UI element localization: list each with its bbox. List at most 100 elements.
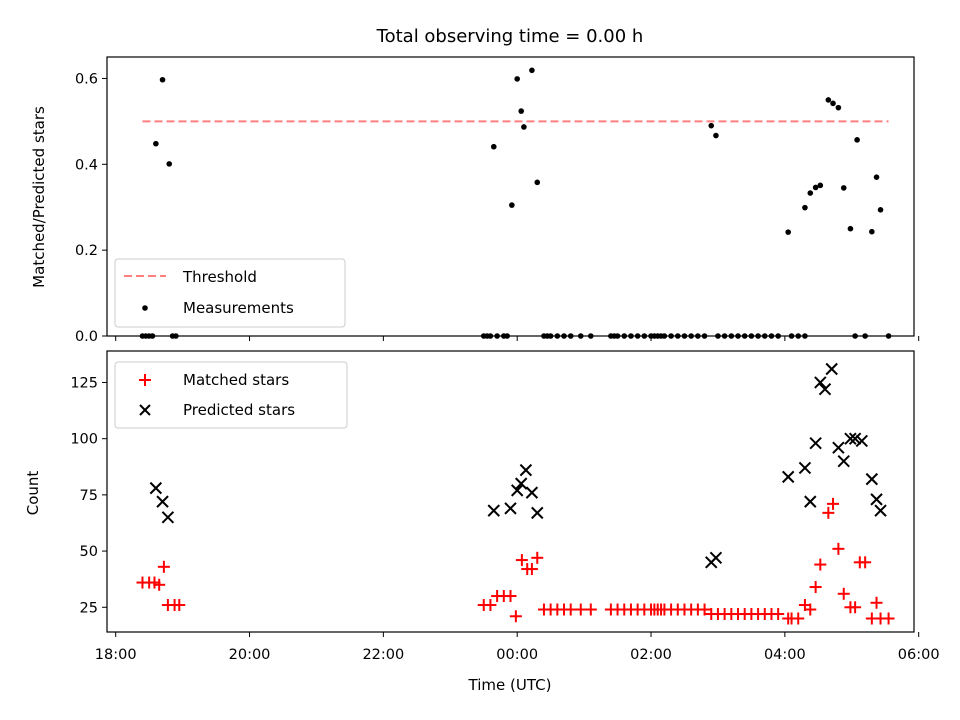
measurement-point xyxy=(554,333,561,339)
predicted-star-point xyxy=(525,486,539,499)
measurement-point xyxy=(487,333,494,339)
measurement-point xyxy=(621,333,628,339)
matched-star-point xyxy=(515,554,528,567)
measurement-point xyxy=(509,202,515,208)
measurement-point xyxy=(708,122,715,129)
measurement-point xyxy=(869,228,875,235)
matched-star-point xyxy=(574,603,587,616)
measurement-point xyxy=(514,76,520,82)
measurement-point xyxy=(713,132,719,139)
matched-star-point xyxy=(870,596,883,609)
bottom-y-ticks: 25 50 75 100 125 xyxy=(70,375,107,616)
top-legend: Threshold Measurements xyxy=(114,258,346,328)
measurement-point xyxy=(785,229,791,235)
matched-star-point xyxy=(827,497,840,510)
measurement-point xyxy=(701,333,708,339)
matched-star-point xyxy=(484,599,497,612)
measurement-point xyxy=(521,124,527,130)
matched-star-point xyxy=(525,563,538,576)
predicted-star-point xyxy=(519,463,533,477)
measurement-point xyxy=(587,333,594,339)
measurement-point xyxy=(830,100,836,107)
measurement-point xyxy=(768,333,775,339)
top-plot-frame xyxy=(106,56,915,337)
legend-matched-swatch xyxy=(139,374,151,386)
measurement-point xyxy=(721,333,728,339)
measurement-point xyxy=(735,333,741,339)
top-y-axis-label: Matched/Predicted stars xyxy=(30,106,48,288)
measurement-point xyxy=(534,179,541,186)
legend-matched-label: Matched stars xyxy=(183,371,289,389)
measurement-point xyxy=(614,333,621,339)
bottom-x-ticks: 18:00 20:00 22:00 00:00 02:00 04:00 06:00 xyxy=(95,632,940,663)
measurement-point xyxy=(885,333,892,339)
matched-star-point xyxy=(882,612,895,625)
measurement-point xyxy=(695,333,701,339)
predicted-star-point xyxy=(781,470,795,484)
bottom-x-tick-label: 00:00 xyxy=(496,647,538,663)
matched-star-point xyxy=(772,608,785,621)
measurement-point xyxy=(153,140,159,147)
predicted-star-point xyxy=(156,495,169,508)
top-y-ticks: 0.0 0.2 0.4 0.6 xyxy=(75,71,107,345)
measurement-point xyxy=(628,333,634,339)
measurement-point xyxy=(807,190,814,196)
measurement-point xyxy=(854,137,860,143)
legend-measurements-swatch xyxy=(142,305,148,311)
bottom-x-tick-label: 22:00 xyxy=(362,647,404,663)
measurement-point xyxy=(748,333,755,339)
predicted-star-point xyxy=(487,504,500,517)
bottom-y-tick-label: 75 xyxy=(80,488,98,504)
measurement-point xyxy=(802,204,808,211)
measurement-point xyxy=(661,333,668,339)
chart-title: Total observing time = 0.00 h xyxy=(376,26,644,47)
predicted-star-point xyxy=(510,484,524,497)
predicted-star-point xyxy=(709,551,723,565)
bottom-y-axis-label: Count xyxy=(24,471,42,516)
measurement-point xyxy=(634,333,641,339)
measurement-point xyxy=(852,333,858,339)
bottom-legend: Matched stars Predicted stars xyxy=(114,361,348,429)
measurement-point xyxy=(529,67,535,74)
matched-star-point xyxy=(849,601,862,614)
measurement-point xyxy=(159,76,166,83)
top-legend-box xyxy=(114,258,346,328)
matched-star-point xyxy=(832,542,845,555)
predicted-star-point xyxy=(818,383,832,396)
predicted-star-point xyxy=(514,477,528,490)
legend-predicted-label: Predicted stars xyxy=(183,401,295,419)
predicted-star-point xyxy=(855,434,869,448)
predicted-star-point xyxy=(161,511,175,524)
legend-predicted-swatch xyxy=(139,404,151,416)
measurement-point xyxy=(567,333,574,339)
measurement-point xyxy=(728,333,735,339)
measurement-point xyxy=(847,225,854,232)
matched-star-point xyxy=(804,603,817,616)
measurement-point xyxy=(547,333,554,339)
bottom-marks xyxy=(136,362,895,625)
top-marks xyxy=(139,67,892,339)
measurement-point xyxy=(173,333,179,339)
measurement-point xyxy=(674,333,681,339)
predicted-star-point xyxy=(149,481,163,495)
matched-star-point xyxy=(822,506,835,519)
measurement-point xyxy=(835,104,842,111)
matched-star-point xyxy=(173,599,186,612)
top-y-tick-label: 0.2 xyxy=(75,243,98,259)
top-panel: Matched/Predicted stars 0.0 0.2 0.4 0.6 Thr… xyxy=(30,56,920,345)
bottom-x-tick-label: 20:00 xyxy=(229,647,271,663)
matched-star-point xyxy=(792,612,805,625)
measurement-point xyxy=(788,333,795,339)
measurement-point xyxy=(641,333,648,339)
bottom-x-tick-label: 04:00 xyxy=(764,647,806,663)
matched-star-point xyxy=(153,578,166,591)
matched-star-point xyxy=(564,603,577,616)
matched-star-point xyxy=(509,610,522,623)
measurement-point xyxy=(877,207,884,213)
measurement-point xyxy=(166,161,173,167)
measurement-point xyxy=(802,333,808,339)
predicted-star-point xyxy=(504,502,517,515)
measurement-point xyxy=(577,333,584,339)
measurement-point xyxy=(862,333,868,339)
